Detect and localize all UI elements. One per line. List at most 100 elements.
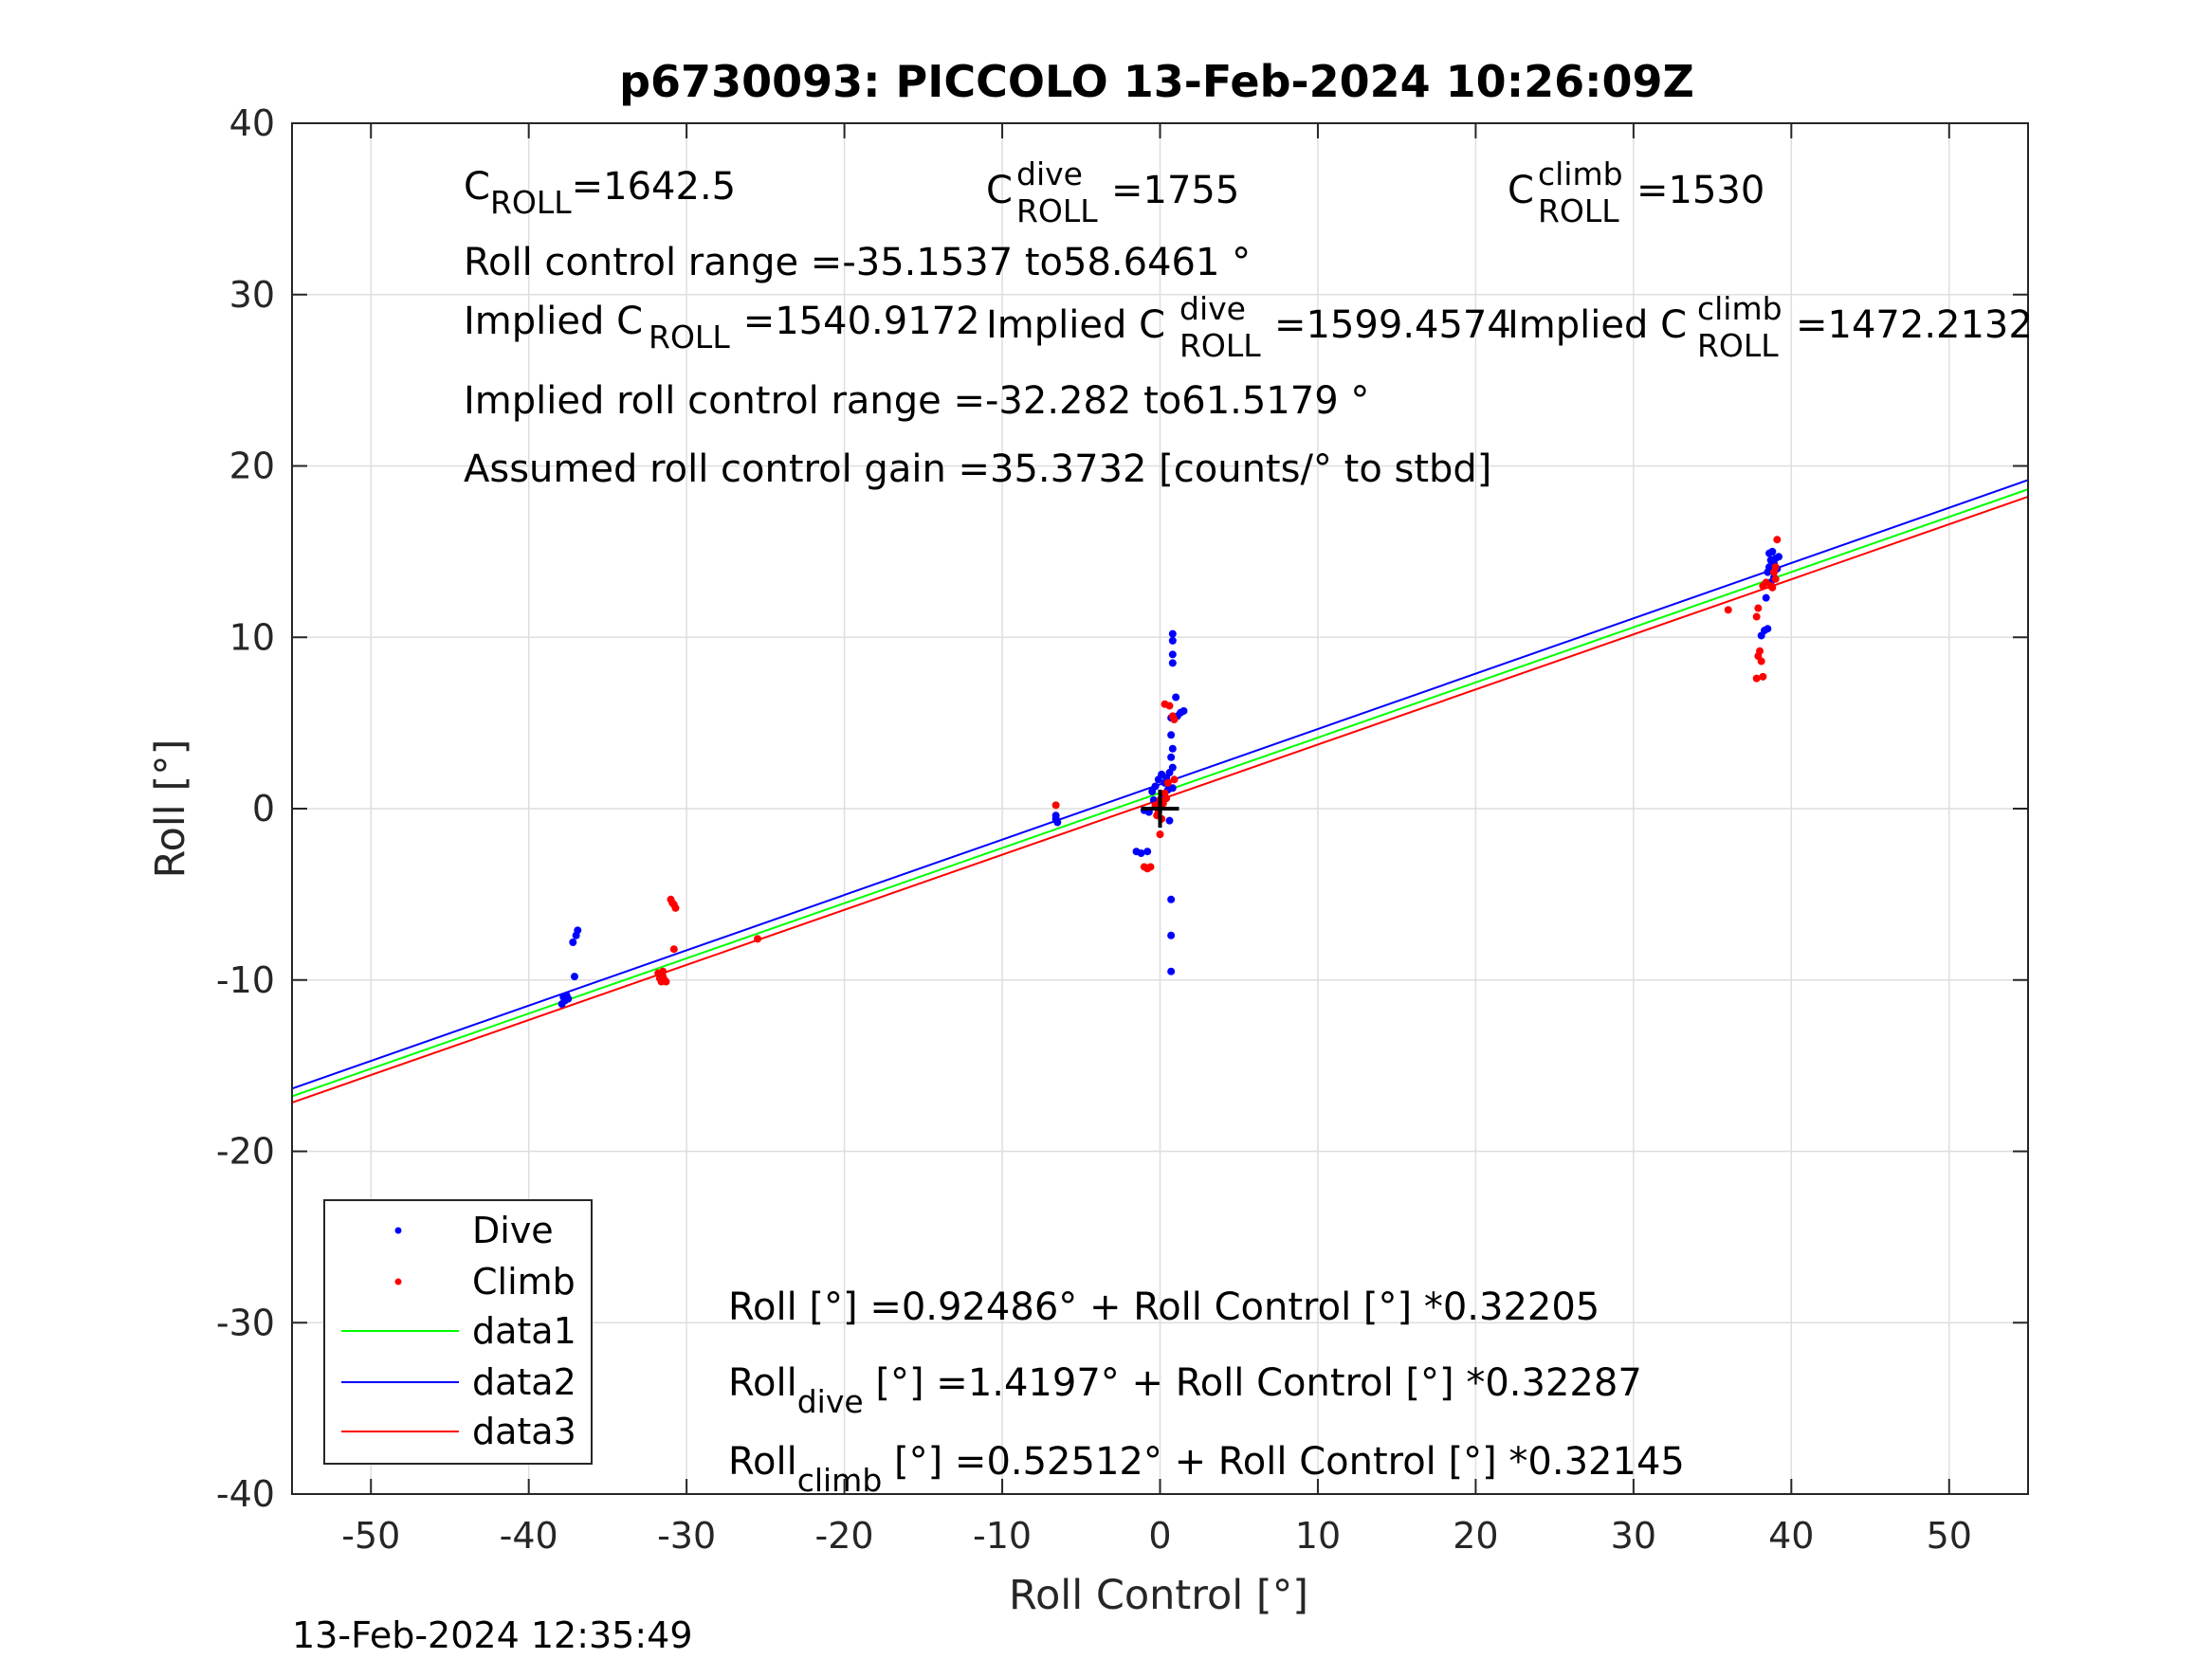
point-climb [1752, 674, 1761, 683]
point-climb [1051, 801, 1060, 810]
x-tick-label: -10 [973, 1515, 1032, 1557]
point-climb [1759, 672, 1767, 681]
y-tick-label: -10 [216, 959, 275, 1001]
svg-text:ROLL: ROLL [1016, 192, 1098, 229]
x-tick-label: -40 [500, 1515, 558, 1557]
x-tick-label: 20 [1453, 1515, 1498, 1557]
annotation-c-roll: CROLL=1642.5 [464, 165, 736, 221]
point-climb [1773, 536, 1782, 544]
point-climb [668, 899, 677, 907]
point-dive [1168, 784, 1177, 793]
fit-line-data2 [291, 479, 2029, 1090]
point-dive [1168, 636, 1177, 645]
y-tick-label: 30 [229, 274, 275, 316]
svg-text:=1472.2132: =1472.2132 [1796, 303, 2033, 347]
annotation-c-roll-climb: C climb ROLL =1530 [1508, 155, 1764, 229]
point-dive [1764, 625, 1772, 633]
y-tick-label: 10 [229, 616, 275, 658]
x-tick-label: 40 [1768, 1515, 1814, 1557]
annotation-c-roll-dive: C dive ROLL =1755 [986, 155, 1239, 229]
svg-text:Implied C: Implied C [986, 303, 1165, 347]
svg-text:Rollclimb [°] =0.52512° + Roll: Rollclimb [°] =0.52512° + Roll Control [… [728, 1440, 1685, 1499]
annotation-assumed-gain: Assumed roll control gain =35.3732 [coun… [464, 447, 1491, 491]
svg-text:ROLL: ROLL [1538, 192, 1619, 229]
chart-title: p6730093: PICCOLO 13-Feb-2024 10:26:09Z [619, 56, 1694, 107]
point-dive [1768, 547, 1777, 556]
annotation-fit-dive: Rolldive [°] =1.4197° + Roll Control [°]… [728, 1361, 1642, 1420]
y-tick-label: -30 [216, 1302, 275, 1343]
x-tick-label: 0 [1148, 1515, 1171, 1557]
point-climb [1146, 863, 1155, 871]
legend-label-data1: data1 [472, 1310, 576, 1352]
point-dive [1165, 816, 1174, 825]
y-tick-label: 20 [229, 446, 275, 487]
svg-text:dive: dive [1016, 155, 1083, 192]
point-climb [1752, 612, 1761, 621]
point-dive [1143, 848, 1152, 856]
point-climb [659, 967, 667, 975]
point-climb [1170, 775, 1179, 784]
x-tick-label: -30 [657, 1515, 716, 1557]
legend: Dive Climb data1 data2 data3 [323, 1199, 593, 1465]
legend-marker-dive [394, 1227, 402, 1234]
point-climb [1771, 563, 1780, 572]
y-tick-label: -20 [216, 1131, 275, 1173]
legend-label-dive: Dive [472, 1210, 554, 1251]
point-climb [669, 945, 678, 954]
x-tick-label: -20 [815, 1515, 874, 1557]
point-dive [1168, 650, 1177, 659]
point-climb [1724, 606, 1732, 614]
point-climb [1756, 647, 1764, 655]
point-dive [569, 938, 577, 946]
axis-ticks [292, 122, 2028, 1495]
point-climb [754, 935, 762, 943]
point-dive [1168, 629, 1177, 638]
point-dive [1762, 593, 1770, 602]
point-climb [1754, 604, 1763, 612]
data-points [558, 536, 1783, 1009]
x-tick-label: 30 [1611, 1515, 1656, 1557]
annotation-implied-c-roll-climb: Implied C climb ROLL =1472.2132 [1508, 290, 2033, 364]
svg-text:climb: climb [1697, 290, 1782, 327]
point-dive [570, 973, 578, 981]
point-climb [1771, 574, 1780, 583]
point-dive [574, 926, 582, 935]
svg-text:Implied CROLL=1540.9172: Implied C ROLL =1540.9172 [464, 300, 980, 356]
legend-label-climb: Climb [472, 1261, 576, 1303]
point-climb [1757, 657, 1765, 665]
point-dive [1167, 731, 1176, 739]
y-tick-label: -40 [216, 1473, 275, 1515]
y-tick-label: 40 [229, 102, 275, 144]
svg-text:=1530: =1530 [1636, 169, 1764, 212]
svg-text:Implied C: Implied C [1508, 303, 1687, 347]
point-dive [1167, 753, 1176, 761]
point-dive [1168, 763, 1177, 772]
svg-text:climb: climb [1538, 155, 1623, 192]
axis-tick-labels: -50 -40 -30 -20 -10 0 10 20 30 40 50 -40 -30 -20 -10 0 1… [216, 102, 1972, 1557]
svg-text:=1599.4574: =1599.4574 [1274, 303, 1511, 347]
annotation-implied-range: Implied roll control range =-32.282 to61… [464, 379, 1369, 423]
point-dive [1167, 931, 1176, 939]
point-climb [1156, 830, 1164, 839]
point-climb [1165, 702, 1174, 710]
x-axis-label: Roll Control [°] [1009, 1572, 1308, 1619]
x-tick-label: 50 [1927, 1515, 1972, 1557]
svg-text:C: C [986, 169, 1013, 212]
point-dive [1137, 848, 1145, 857]
point-climb [1163, 778, 1172, 787]
point-climb [1162, 794, 1171, 803]
svg-text:ROLL: ROLL [1697, 327, 1779, 364]
svg-text:CROLL=1642.5: CROLL=1642.5 [464, 165, 736, 221]
annotation-fit-all: Roll [°] =0.92486° + Roll Control [°] *0… [728, 1285, 1600, 1329]
point-dive [1051, 814, 1060, 823]
svg-text:=1755: =1755 [1111, 169, 1239, 212]
point-climb [662, 977, 670, 986]
legend-label-data3: data3 [472, 1411, 576, 1452]
y-axis-label: Roll [°] [147, 739, 194, 879]
annotation-roll-control-range: Roll control range =-35.1537 to58.6461 ° [464, 241, 1251, 284]
origin-cross-marker [1141, 790, 1179, 828]
point-dive [1167, 967, 1176, 975]
x-tick-label: 10 [1295, 1515, 1341, 1557]
annotation-implied-c-roll: Implied C ROLL =1540.9172 [464, 300, 980, 356]
